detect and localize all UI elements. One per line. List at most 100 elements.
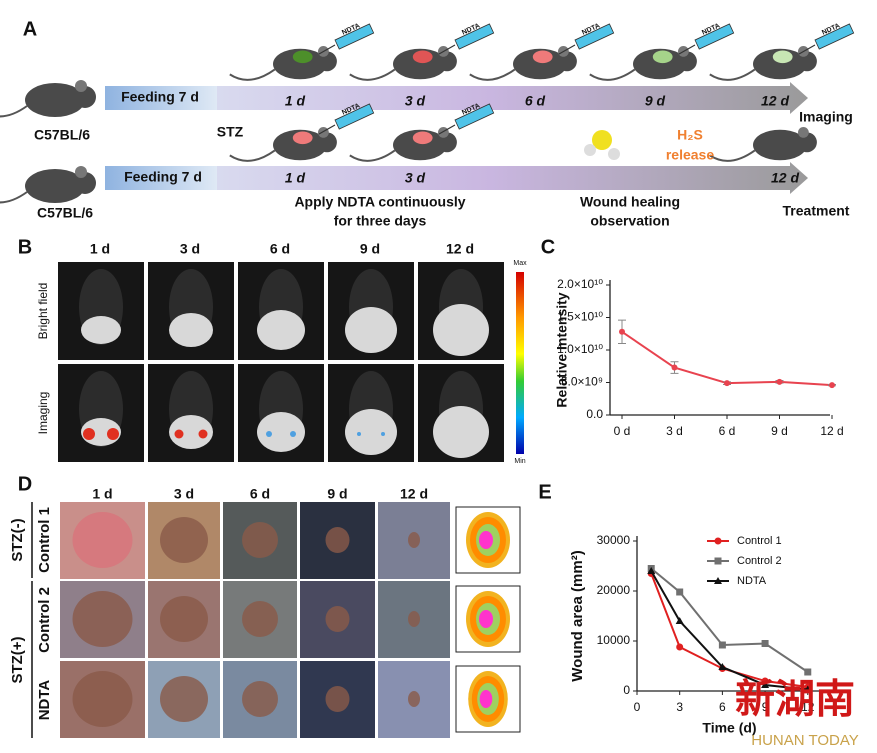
wound-area	[345, 409, 397, 455]
signal-spot	[381, 432, 385, 436]
wound-spot	[412, 50, 433, 64]
data-point	[804, 668, 812, 676]
column-label: 3 d	[174, 486, 194, 502]
observe-label: Wound healing	[580, 194, 680, 210]
signal-spot	[107, 428, 119, 440]
wound	[160, 596, 208, 642]
y-tick-label: 5.0×10⁹	[561, 375, 603, 389]
feeding-box	[105, 166, 217, 190]
x-tick-label: 9	[762, 700, 769, 714]
data-point	[676, 588, 684, 596]
syringe	[814, 23, 855, 50]
mouse-body	[513, 48, 567, 80]
data-line	[621, 330, 833, 387]
x-tick-label: 0 d	[614, 424, 631, 438]
signal-spot	[83, 428, 95, 440]
mouse-tail	[589, 68, 636, 81]
syringe	[454, 23, 495, 50]
day-label: 1 d	[285, 170, 306, 186]
wound	[72, 671, 133, 727]
wound	[72, 591, 133, 647]
wound	[408, 611, 420, 627]
signal-spot	[198, 429, 208, 439]
x-tick-label: 6 d	[719, 424, 736, 438]
column-label: 12 d	[446, 241, 474, 257]
mouse-body	[273, 129, 327, 161]
data-point	[714, 537, 722, 545]
group-label: STZ(+)	[9, 636, 26, 683]
mouse-tail	[349, 68, 396, 81]
wound-area	[169, 415, 213, 449]
y-tick-label: 0	[623, 683, 630, 697]
mouse-tail	[469, 68, 516, 81]
h2s-label: H₂S	[677, 127, 703, 143]
wound-area	[81, 316, 121, 344]
data-point	[761, 640, 769, 647]
column-label: 6 d	[270, 241, 290, 257]
day-label: 3 d	[405, 170, 426, 186]
wound	[408, 691, 420, 707]
day-label: 12 d	[771, 170, 799, 186]
syringe	[574, 23, 615, 50]
needle	[438, 44, 456, 55]
wound-spot	[652, 50, 673, 64]
wound-area	[257, 412, 305, 452]
x-tick-label: 3	[676, 700, 683, 714]
data-point	[803, 685, 812, 693]
y-tick-label: 30000	[597, 533, 631, 547]
wound	[325, 606, 350, 632]
y-tick-label: 2.0×10¹⁰	[557, 277, 603, 291]
mouse-strain: C57BL/6	[34, 127, 90, 143]
h2s-label: release	[666, 147, 714, 163]
wound-area	[169, 313, 213, 347]
wound	[160, 676, 208, 722]
wound	[325, 527, 350, 553]
x-axis-label: Time (d)	[702, 720, 756, 736]
mouse-tail	[229, 68, 276, 81]
x-tick-label: 6	[719, 700, 726, 714]
needle	[438, 124, 456, 135]
y-tick-label: 20000	[597, 583, 631, 597]
color-scale	[516, 272, 524, 454]
mouse-ear	[75, 166, 87, 178]
needle	[558, 44, 576, 55]
wound-area	[433, 304, 489, 356]
needle	[678, 44, 696, 55]
mouse-ear	[798, 126, 809, 138]
column-label: 9 d	[327, 486, 347, 502]
column-label: 12 d	[400, 486, 428, 502]
wound-map	[479, 610, 493, 628]
y-tick-label: 1.5×10¹⁰	[557, 310, 603, 324]
x-tick-label: 9 d	[771, 424, 788, 438]
syringe	[334, 103, 375, 130]
y-tick-label: 0.0	[586, 407, 603, 421]
column-label: 3 d	[180, 241, 200, 257]
panel-label: C	[541, 236, 555, 258]
column-label: 1 d	[92, 486, 112, 502]
wound-spot	[772, 50, 793, 64]
watermark: 新湖南	[735, 678, 855, 722]
needle	[798, 44, 816, 55]
signal-spot	[290, 431, 296, 437]
wound-map	[479, 690, 493, 708]
row-label: Control 2	[36, 587, 53, 653]
data-point	[714, 557, 722, 565]
wound-area	[433, 406, 489, 458]
mouse-body	[273, 48, 327, 80]
timeline-arrow	[105, 82, 808, 114]
x-tick-label: 12	[801, 700, 815, 714]
row-label: Bright field	[36, 283, 50, 340]
y-axis-label: Wound area (mm²)	[569, 550, 586, 681]
column-label: 9 d	[360, 241, 380, 257]
data-point	[718, 641, 726, 649]
end-label: Imaging	[799, 109, 853, 125]
column-label: 1 d	[90, 241, 110, 257]
feeding-label: Feeding 7 d	[124, 169, 202, 185]
mouse-ear	[318, 126, 329, 138]
h2s-molecule	[592, 130, 612, 150]
mouse-body	[393, 129, 447, 161]
mouse-strain: C57BL/6	[37, 205, 93, 221]
stz-label: STZ	[217, 124, 244, 140]
mouse-tail	[709, 68, 756, 81]
observe-label: observation	[590, 213, 669, 229]
